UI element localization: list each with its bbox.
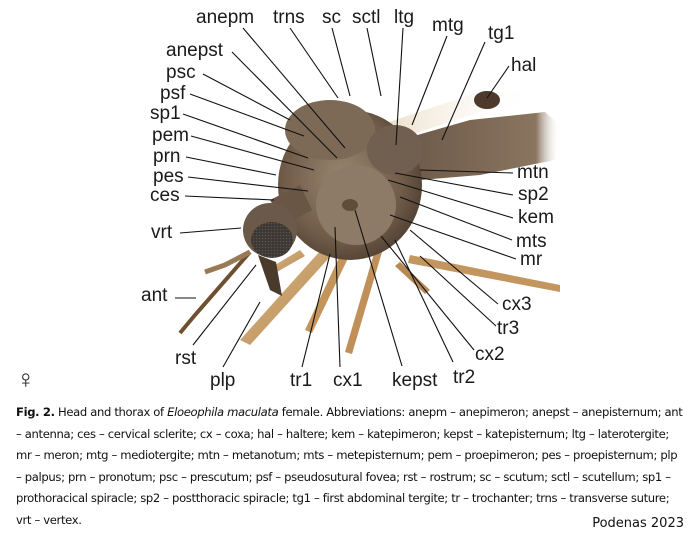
label-psf: psf [160, 83, 186, 104]
label-trns: trns [273, 7, 305, 28]
figure-number: Fig. 2. [16, 405, 55, 419]
caption-abbreviations: female. Abbreviations: anepm – anepimero… [16, 405, 683, 527]
species-name: Eloeophila maculata [167, 405, 279, 419]
label-anepm: anepm [196, 7, 255, 28]
label-ces: ces [150, 185, 180, 206]
label-prn: prn [153, 146, 181, 167]
label-tr3: tr3 [497, 318, 520, 339]
label-mr: mr [520, 249, 543, 270]
label-sc: sc [322, 7, 341, 28]
label-cx3: cx3 [502, 294, 532, 315]
label-tg1: tg1 [488, 23, 515, 44]
label-kem: kem [518, 207, 554, 228]
female-symbol-icon: ♀ [16, 364, 36, 394]
caption-intro: Head and thorax of [54, 405, 168, 419]
label-ant: ant [141, 285, 168, 306]
leader-lines [175, 27, 517, 368]
label-rst: rst [175, 348, 197, 369]
label-sp2: sp2 [518, 184, 549, 205]
label-ltg: ltg [394, 7, 415, 28]
label-vrt: vrt [151, 222, 173, 243]
label-kepst: kepst [392, 370, 438, 391]
label-hal: hal [511, 55, 537, 76]
label-cx1: cx1 [333, 370, 363, 391]
label-cx2: cx2 [475, 344, 505, 365]
label-sctl: sctl [352, 7, 381, 28]
specimen-illustration [175, 27, 560, 368]
label-mtn: mtn [517, 162, 549, 183]
image-credit: Podenas 2023 [592, 516, 684, 531]
label-mtg: mtg [432, 15, 464, 36]
label-pes: pes [153, 166, 184, 187]
label-plp: plp [210, 370, 236, 391]
label-tr1: tr1 [290, 370, 313, 391]
label-pem: pem [152, 125, 189, 146]
label-psc: psc [166, 62, 196, 83]
figure-caption: Fig. 2. Head and thorax of Eloeophila ma… [16, 402, 686, 531]
label-sp1: sp1 [150, 103, 181, 124]
specimen-figure: anepm trns sc sctl ltg mtg tg1 hal aneps… [141, 7, 560, 390]
label-anepst: anepst [166, 40, 224, 61]
label-tr2: tr2 [453, 367, 476, 388]
label-mts: mts [516, 231, 547, 252]
